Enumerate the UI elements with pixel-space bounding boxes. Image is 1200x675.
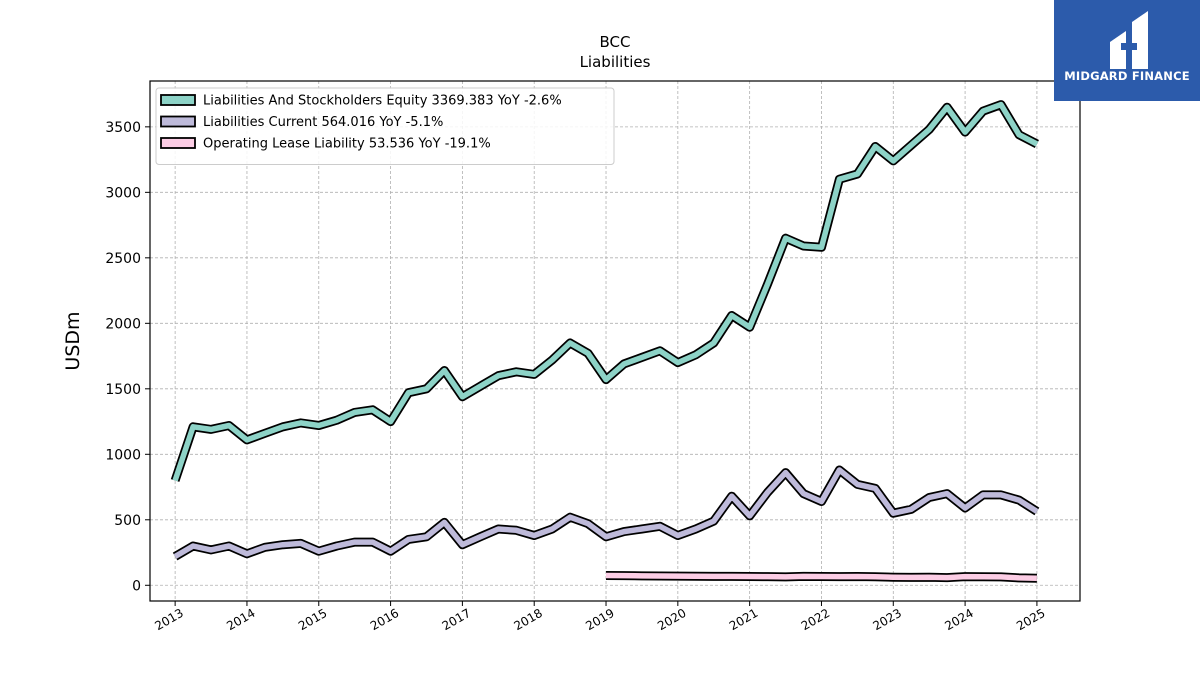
x-tick-label: 2013 xyxy=(152,606,185,633)
y-tick-label: 3000 xyxy=(105,185,141,201)
grid xyxy=(150,81,1080,601)
y-tick-label: 2000 xyxy=(105,316,141,332)
y-tick-label: 1500 xyxy=(105,382,141,398)
legend-swatch xyxy=(160,137,196,149)
y-tick-label: 1000 xyxy=(105,447,141,463)
legend-label: Operating Lease Liability 53.536 YoY -19… xyxy=(203,137,491,152)
y-tick-label: 2500 xyxy=(105,251,141,267)
y-axis: 0 500 1000 1500 2000 2500 3000 3500 xyxy=(105,120,150,594)
x-tick-label: 2017 xyxy=(440,606,473,633)
series-line-1 xyxy=(173,467,1039,559)
y-tick-label: 3500 xyxy=(105,120,141,136)
x-tick-label: 2021 xyxy=(727,606,760,633)
x-tick-label: 2019 xyxy=(583,606,616,633)
x-tick-label: 2014 xyxy=(224,606,257,633)
legend: Liabilities And Stockholders Equity 3369… xyxy=(155,87,615,165)
legend-swatch xyxy=(160,115,196,128)
x-tick-label: 2015 xyxy=(296,606,329,633)
series-line-2 xyxy=(605,572,1037,581)
series-layer xyxy=(170,100,1040,583)
y-axis-label: USDm xyxy=(62,311,84,370)
midgard-logo-icon xyxy=(1110,11,1148,69)
y-tick-label: 500 xyxy=(114,513,141,529)
x-tick-label: 2024 xyxy=(942,606,975,633)
x-axis: 2013 2014 2015 2016 2017 2018 2019 2020 2021 2022… xyxy=(152,601,1048,633)
legend-label: Liabilities Current 564.016 YoY -5.1% xyxy=(203,115,443,130)
logo-text: MIDGARD FINANCE xyxy=(1064,69,1190,83)
legend-label: Liabilities And Stockholders Equity 3369… xyxy=(203,94,562,109)
chart-subtitle: Liabilities xyxy=(580,53,651,71)
brand-logo: MIDGARD FINANCE xyxy=(1054,0,1200,101)
x-tick-label: 2020 xyxy=(655,606,688,633)
y-tick-label: 0 xyxy=(132,578,141,594)
series-line-0 xyxy=(172,101,1039,482)
x-tick-label: 2018 xyxy=(511,606,544,633)
legend-swatch xyxy=(160,94,196,106)
chart-title: BCC xyxy=(600,33,631,51)
x-tick-label: 2022 xyxy=(799,606,832,633)
plot-frame xyxy=(149,80,1081,602)
legend-box xyxy=(155,87,615,165)
x-tick-label: 2025 xyxy=(1014,606,1047,633)
x-tick-label: 2023 xyxy=(871,606,904,633)
x-tick-label: 2016 xyxy=(368,606,401,633)
